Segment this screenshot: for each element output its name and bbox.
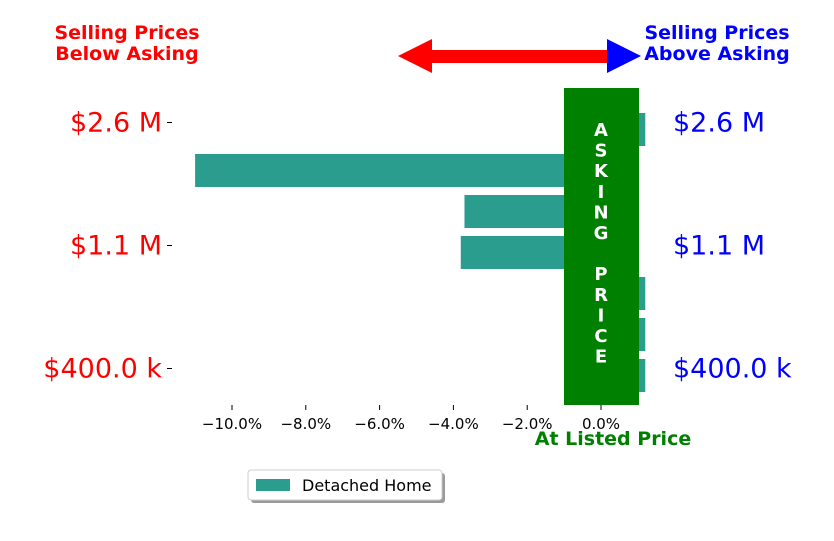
band-letter-5: G bbox=[594, 223, 609, 244]
y-label-left-1: $1.1 M bbox=[70, 231, 162, 262]
x-tick-label-5: 0.0% bbox=[582, 415, 620, 433]
x-axis: −10.0% −8.0% −6.0% −4.0% −2.0% 0.0% bbox=[202, 405, 620, 433]
band-letter-2: K bbox=[594, 161, 609, 182]
x-tick-label-1: −8.0% bbox=[280, 415, 331, 433]
left-title-line-1: Selling Prices bbox=[54, 22, 199, 44]
legend-box bbox=[247, 469, 443, 501]
band-letter-7: P bbox=[594, 264, 607, 285]
band-letter-9: I bbox=[598, 305, 605, 326]
right-title-line-1: Selling Prices bbox=[644, 22, 789, 44]
legend-swatch bbox=[256, 479, 290, 491]
arrow-red-shaft bbox=[428, 50, 613, 63]
band-letter-10: C bbox=[594, 326, 607, 347]
x-tick-label-0: −10.0% bbox=[202, 415, 262, 433]
left-title: Selling Prices Below Asking bbox=[54, 22, 199, 65]
bar-1 bbox=[195, 154, 601, 187]
x-tick-label-4: −2.0% bbox=[502, 415, 553, 433]
y-label-left-2: $400.0 k bbox=[43, 354, 162, 385]
x-tick-label-2: −6.0% bbox=[354, 415, 405, 433]
left-title-line-2: Below Asking bbox=[55, 43, 198, 65]
right-title-line-2: Above Asking bbox=[644, 43, 790, 65]
at-listed-price-caption: At Listed Price bbox=[535, 428, 691, 450]
band-letter-1: S bbox=[595, 141, 608, 162]
y-label-right-2: $400.0 k bbox=[673, 354, 792, 385]
band-letter-3: I bbox=[598, 182, 605, 203]
asking-price-band bbox=[564, 88, 639, 405]
arrow-left-head-icon bbox=[398, 39, 432, 73]
arrow-right-head-icon bbox=[607, 39, 641, 73]
band-letter-8: R bbox=[594, 285, 608, 306]
x-tick-label-3: −4.0% bbox=[428, 415, 479, 433]
y-label-left-0: $2.6 M bbox=[70, 108, 162, 139]
direction-arrows bbox=[398, 39, 641, 73]
band-letter-4: N bbox=[593, 202, 608, 223]
y-labels: $2.6 M $2.6 M $1.1 M $1.1 M $400.0 k $400.0 k bbox=[43, 108, 792, 385]
band-letter-11: E bbox=[595, 347, 607, 368]
legend-label: Detached Home bbox=[302, 476, 432, 495]
y-label-right-0: $2.6 M bbox=[673, 108, 765, 139]
y-label-right-1: $1.1 M bbox=[673, 231, 765, 262]
legend: Detached Home bbox=[247, 469, 445, 503]
right-title: Selling Prices Above Asking bbox=[644, 22, 790, 65]
band-letter-0: A bbox=[594, 120, 608, 141]
